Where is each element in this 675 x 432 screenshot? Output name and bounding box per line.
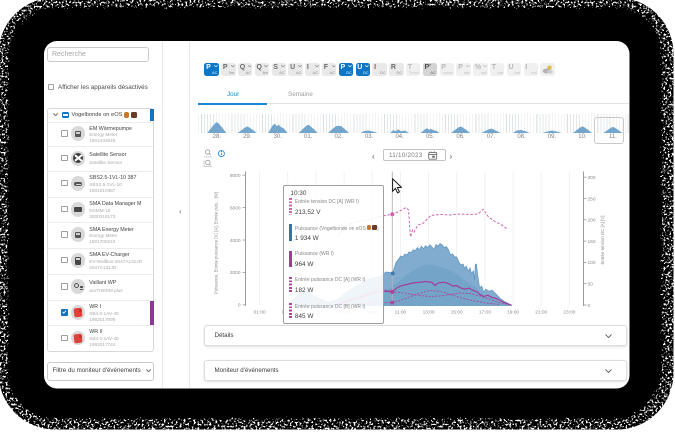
svg-text:Entrée tension DC [A] [V]: Entrée tension DC [A] [V] xyxy=(600,215,605,264)
svg-text:200: 200 xyxy=(588,218,596,224)
svg-text:17:00: 17:00 xyxy=(479,310,491,316)
svg-text:0: 0 xyxy=(238,303,241,309)
svg-text:0: 0 xyxy=(588,303,591,309)
svg-text:21:00: 21:00 xyxy=(535,310,547,316)
svg-text:13:00: 13:00 xyxy=(423,310,435,316)
svg-text:6000: 6000 xyxy=(230,205,241,211)
svg-text:15:00: 15:00 xyxy=(451,310,463,316)
svg-text:250: 250 xyxy=(588,196,596,202)
svg-text:4000: 4000 xyxy=(230,238,241,244)
svg-text:01:00: 01:00 xyxy=(254,310,266,316)
svg-text:11:00: 11:00 xyxy=(395,310,407,316)
svg-text:19:00: 19:00 xyxy=(507,310,519,316)
svg-text:23:00: 23:00 xyxy=(563,310,575,316)
svg-text:150: 150 xyxy=(588,239,596,245)
svg-text:2000: 2000 xyxy=(230,270,241,276)
svg-text:8000: 8000 xyxy=(230,173,241,179)
svg-text:300: 300 xyxy=(588,175,596,181)
svg-text:50: 50 xyxy=(588,282,594,288)
svg-text:Puissance, Entrée puissance DC: Puissance, Entrée puissance DC [A], Entr… xyxy=(214,192,219,294)
svg-text:100: 100 xyxy=(588,260,596,266)
